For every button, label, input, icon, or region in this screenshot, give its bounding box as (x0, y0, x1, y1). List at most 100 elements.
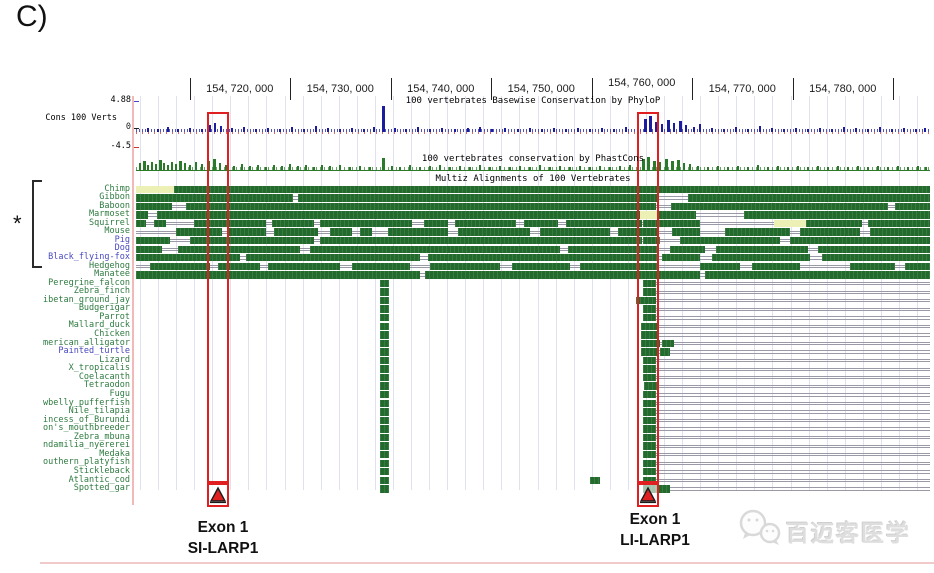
alignment-block[interactable] (274, 228, 318, 236)
species-label[interactable]: Parrot (99, 311, 130, 322)
alignment-block[interactable] (660, 348, 670, 356)
alignment-block[interactable] (662, 339, 674, 348)
alignment-block[interactable] (380, 433, 389, 442)
alignment-block[interactable] (641, 348, 658, 356)
species-label[interactable]: Baboon (99, 200, 130, 211)
alignment-block[interactable] (822, 254, 930, 262)
species-label[interactable]: Manatee (94, 269, 130, 280)
alignment-block[interactable] (424, 219, 448, 228)
alignment-block[interactable] (136, 219, 146, 228)
alignment-block[interactable] (705, 271, 930, 279)
alignment-block[interactable] (380, 339, 389, 348)
alignment-block[interactable] (790, 236, 930, 245)
alignment-block[interactable] (712, 254, 810, 262)
alignment-block[interactable] (658, 485, 670, 493)
species-label[interactable]: Chicken (94, 329, 130, 340)
alignment-block[interactable] (194, 219, 266, 228)
species-label[interactable]: merican_alligator (43, 337, 130, 348)
alignment-block[interactable] (228, 228, 266, 236)
alignment-block[interactable] (680, 236, 780, 245)
alignment-block[interactable] (425, 271, 700, 279)
alignment-block[interactable] (524, 219, 558, 228)
alignment-block[interactable] (136, 271, 420, 279)
species-label[interactable]: Tetraodon (83, 380, 130, 391)
alignment-block[interactable] (643, 365, 656, 373)
alignment-block[interactable] (360, 228, 372, 236)
alignment-block-low-quality[interactable] (136, 185, 174, 193)
alignment-block[interactable] (568, 245, 658, 253)
alignment-block[interactable] (643, 279, 656, 288)
alignment-block[interactable] (246, 254, 420, 262)
alignment-block[interactable] (176, 228, 222, 236)
alignment-block[interactable] (380, 408, 389, 416)
alignment-block[interactable] (643, 416, 656, 425)
alignment-block[interactable] (643, 459, 656, 467)
alignment-block[interactable] (218, 262, 260, 271)
species-label[interactable]: Stickleback (73, 465, 130, 476)
species-label[interactable]: Fugu (109, 388, 130, 399)
phastcons-track-title[interactable]: 100 vertebrates conservation by PhastCon… (421, 154, 645, 164)
species-label[interactable]: Zebra_finch (73, 286, 130, 297)
alignment-block[interactable] (512, 262, 570, 271)
alignment-block-low-quality[interactable] (774, 219, 806, 228)
alignment-block[interactable] (870, 228, 930, 236)
species-label[interactable]: Zebra_mbuna (73, 431, 130, 442)
species-label[interactable]: ndamilia_nyererei (43, 440, 130, 451)
alignment-block[interactable] (380, 356, 389, 365)
species-label[interactable]: Mallard_duck (68, 320, 130, 331)
alignment-block[interactable] (643, 305, 656, 313)
alignment-block[interactable] (157, 211, 640, 219)
species-label[interactable]: incess_of_Burundi (43, 414, 130, 425)
alignment-block[interactable] (643, 433, 656, 442)
alignment-block[interactable] (190, 236, 314, 245)
alignment-block[interactable] (380, 399, 389, 407)
alignment-block[interactable] (725, 228, 790, 236)
species-label[interactable]: Atlantic_cod (68, 474, 130, 485)
alignment-block[interactable] (643, 391, 656, 399)
alignment-block[interactable] (643, 236, 660, 245)
alignment-block[interactable] (380, 322, 389, 330)
alignment-block[interactable] (330, 228, 352, 236)
species-label[interactable]: Nile_tilapia (68, 406, 130, 417)
alignment-block[interactable] (643, 485, 658, 493)
alignment-block[interactable] (744, 211, 930, 219)
alignment-block[interactable] (380, 442, 389, 450)
alignment-block[interactable] (643, 425, 656, 433)
alignment-block[interactable] (643, 356, 656, 365)
species-label[interactable]: Painted_turtle (58, 346, 130, 357)
alignment-block[interactable] (178, 245, 300, 253)
alignment-block[interactable] (380, 288, 389, 296)
alignment-block[interactable] (641, 339, 660, 348)
alignment-block[interactable] (430, 262, 500, 271)
alignment-block[interactable] (186, 202, 656, 211)
alignment-block[interactable] (644, 382, 658, 390)
alignment-block[interactable] (380, 305, 389, 313)
species-label[interactable]: Peregrine_falcon (48, 277, 130, 288)
alignment-block[interactable] (643, 468, 656, 476)
alignment-block[interactable] (380, 314, 389, 322)
alignment-block[interactable] (850, 262, 895, 271)
alignment-block[interactable] (428, 254, 658, 262)
species-label[interactable]: X_tropicalis (68, 363, 130, 374)
alignment-block[interactable] (136, 236, 170, 245)
alignment-block[interactable] (643, 399, 656, 407)
alignment-block[interactable] (320, 236, 642, 245)
phylop-track-title[interactable]: 100 vertebrates Basewise Conservation by… (405, 96, 661, 106)
alignment-block[interactable] (380, 348, 389, 356)
phylop-track-left-label[interactable]: Cons 100 Verts (45, 113, 117, 123)
alignment-block[interactable] (136, 202, 172, 211)
alignment-block-low-quality[interactable] (640, 211, 658, 219)
species-label[interactable]: on's_mouthbreeder (43, 423, 130, 434)
alignment-block[interactable] (700, 262, 740, 271)
alignment-block[interactable] (154, 219, 166, 228)
alignment-block[interactable] (298, 194, 658, 202)
alignment-block[interactable] (540, 228, 610, 236)
species-label[interactable]: Dog (114, 243, 130, 254)
alignment-block[interactable] (310, 245, 560, 253)
species-label[interactable]: outhern_platyfish (43, 457, 130, 468)
alignment-block[interactable] (618, 228, 658, 236)
species-label[interactable]: Spotted_gar (73, 483, 130, 494)
alignment-block[interactable] (643, 373, 656, 382)
species-label[interactable]: Budgerigar (78, 303, 130, 314)
alignment-block[interactable] (643, 288, 656, 296)
